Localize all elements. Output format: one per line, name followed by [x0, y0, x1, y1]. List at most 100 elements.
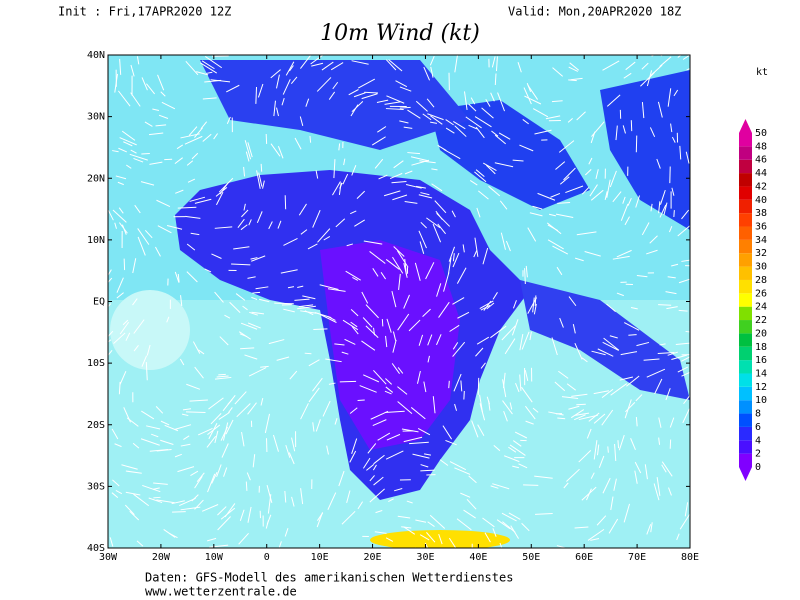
wind-vector: [237, 218, 245, 228]
wind-vector: [121, 464, 138, 470]
wind-vector: [115, 490, 123, 495]
wind-vector: [264, 413, 271, 434]
wind-vector: [210, 413, 222, 425]
wind-vector: [498, 132, 511, 140]
colorbar-swatch: [739, 400, 752, 414]
wind-vector: [396, 250, 409, 268]
wind-vector: [353, 92, 366, 98]
wind-vector: [429, 55, 435, 66]
wind-vector: [226, 116, 231, 125]
wind-vector: [176, 144, 184, 150]
wind-vector: [438, 533, 443, 545]
wind-vector: [344, 338, 356, 345]
wind-vector: [453, 121, 466, 130]
wind-vector: [221, 443, 229, 458]
wind-vector: [403, 294, 410, 309]
wind-vector: [112, 209, 127, 223]
wind-vector: [456, 518, 472, 531]
wind-vector: [671, 354, 687, 360]
wind-vector: [581, 187, 590, 195]
wind-vector: [114, 443, 122, 448]
wind-vector: [609, 170, 617, 188]
colorbar-label: 14: [755, 368, 767, 379]
wind-vector: [115, 175, 127, 180]
wind-vector: [427, 113, 444, 121]
wind-vector: [415, 100, 428, 112]
wind-vector: [595, 169, 599, 180]
wind-vector: [524, 370, 529, 381]
north-low-wind: [200, 60, 470, 150]
wind-vector: [180, 506, 201, 511]
wind-vector: [374, 531, 387, 534]
wind-vector: [272, 434, 279, 452]
wind-vector: [248, 219, 252, 226]
wind-vector: [649, 127, 656, 138]
wind-vector: [399, 106, 411, 109]
wind-vector: [494, 134, 507, 145]
init-time: Init : Fri,17APR2020 12Z: [58, 5, 231, 19]
wind-vector: [172, 511, 186, 513]
wind-vector: [339, 380, 357, 383]
wind-vector: [532, 108, 549, 118]
wind-vector: [572, 323, 576, 334]
wind-vector: [235, 293, 246, 301]
wind-vector: [227, 407, 233, 414]
wind-vector: [630, 307, 638, 310]
wind-vector: [493, 445, 501, 452]
wind-vector: [574, 526, 589, 529]
wind-vector: [641, 222, 650, 236]
wind-vector: [658, 304, 672, 306]
wind-vector: [359, 385, 377, 393]
wind-vector: [685, 265, 690, 267]
colorbar-label: 4: [755, 435, 761, 446]
wind-vector: [224, 314, 231, 319]
wind-vector: [188, 126, 198, 136]
wind-vector: [423, 66, 431, 81]
central-africa-calm: [320, 240, 460, 450]
wind-vector: [297, 305, 316, 310]
wind-vector: [406, 500, 413, 504]
wind-vector: [420, 469, 435, 472]
wind-vector: [512, 300, 517, 309]
wind-vector: [615, 125, 618, 141]
wind-vector: [392, 256, 404, 274]
wind-vector: [534, 295, 537, 306]
wind-vector: [495, 56, 498, 72]
wind-vector: [202, 133, 212, 142]
wind-vector: [499, 542, 503, 548]
wind-vector: [476, 207, 481, 218]
wind-vector: [277, 146, 284, 159]
wind-vector: [351, 325, 359, 335]
wind-vector: [448, 380, 450, 389]
wind-vector: [407, 109, 421, 119]
wind-vector: [417, 428, 431, 436]
wind-vector: [475, 126, 485, 139]
wind-vector: [591, 121, 605, 137]
wind-vector: [602, 60, 620, 71]
wind-vector: [668, 225, 673, 233]
wind-vector: [494, 73, 497, 86]
wind-vector: [362, 457, 371, 469]
wind-vector: [218, 373, 226, 376]
wind-vector: [602, 477, 611, 494]
wind-vector: [256, 211, 263, 224]
colorbar-swatch: [739, 133, 752, 147]
wind-vector: [625, 401, 636, 413]
wind-vector: [515, 382, 520, 393]
wind-vector: [568, 405, 580, 410]
wind-vector: [504, 338, 516, 355]
wind-vector: [266, 484, 273, 504]
wind-vector: [175, 189, 184, 194]
wind-vector: [369, 251, 386, 264]
wind-vector: [657, 352, 675, 354]
wind-vector: [185, 215, 201, 219]
wind-vector: [453, 373, 462, 392]
wind-vector: [376, 99, 389, 103]
wind-vector: [468, 124, 477, 130]
wind-vector: [180, 443, 191, 447]
colorbar-swatch: [739, 199, 752, 214]
wind-vector: [171, 500, 185, 505]
wind-vector: [258, 172, 263, 187]
wind-vector: [665, 388, 671, 401]
lat-label: 10N: [87, 235, 105, 246]
